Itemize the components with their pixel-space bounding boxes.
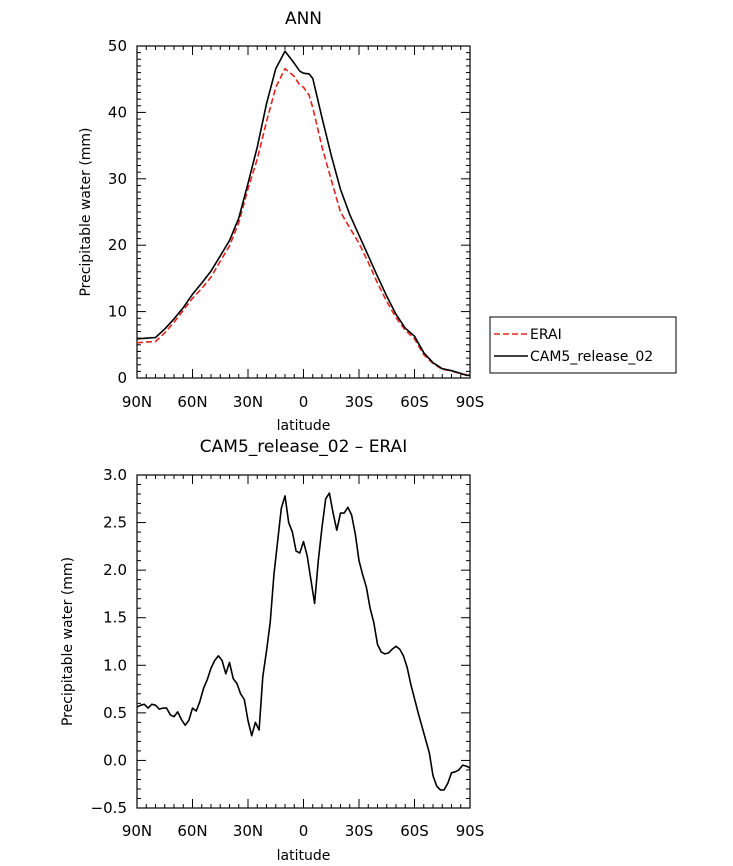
x-axis-label: latitude (277, 418, 331, 434)
series-line-2 (136, 50, 470, 377)
plot-frame (136, 474, 471, 809)
x-tick-label: 90S (456, 822, 485, 840)
y-tick-label: 3.0 (103, 466, 127, 484)
y-tick-label: 0.0 (103, 751, 127, 769)
y-tick-label: 2.0 (103, 561, 127, 579)
y-tick-label: 50 (108, 37, 127, 55)
x-axis-label: latitude (277, 848, 331, 864)
x-tick-label: 60N (177, 822, 207, 840)
top-chart: ANN 90N 60N 30N 0 30S 60S 90S 0 10 20 30 40 50 latitud… (78, 9, 677, 434)
x-tick-label: 30S (345, 393, 374, 411)
y-tick-label: 0 (117, 369, 127, 387)
chart-title: ANN (285, 9, 322, 29)
x-tick-label: 90S (456, 393, 485, 411)
plot-frame (136, 45, 471, 379)
series-line-1 (136, 67, 471, 377)
y-tick-label: 1.5 (103, 609, 127, 627)
legend-label-2: CAM5_release_02 (530, 349, 653, 365)
y-tick-label: 10 (108, 303, 127, 321)
y-tick-label: 0.5 (103, 704, 127, 722)
y-axis-label: Precipitable water (mm) (60, 557, 76, 726)
x-tick-label: 90N (122, 822, 152, 840)
y-tick-label: −0.5 (91, 799, 127, 817)
x-tick-label: 60S (400, 822, 429, 840)
difference-chart: CAM5_release_02 – ERAI 90N 60N 30N 0 30S 60S 90… (60, 437, 484, 864)
y-tick-label: 20 (108, 236, 127, 254)
y-axis-label: Precipitable water (mm) (78, 127, 94, 296)
chart-title: CAM5_release_02 – ERAI (200, 437, 407, 457)
x-tick-label: 60S (400, 393, 429, 411)
series-line-1 (136, 492, 471, 791)
y-tick-label: 40 (108, 103, 127, 121)
y-tick-label: 30 (108, 170, 127, 188)
x-tick-label: 0 (299, 393, 309, 411)
x-tick-label: 30N (233, 822, 263, 840)
x-tick-label: 90N (122, 393, 152, 411)
legend-box (489, 316, 677, 374)
x-tick-label: 30N (233, 393, 263, 411)
x-tick-label: 60N (177, 393, 207, 411)
legend-label-1: ERAI (530, 327, 562, 343)
x-tick-label: 30S (345, 822, 374, 840)
x-tick-label: 0 (299, 822, 309, 840)
y-tick-label: 2.5 (103, 514, 127, 532)
y-tick-label: 1.0 (103, 656, 127, 674)
